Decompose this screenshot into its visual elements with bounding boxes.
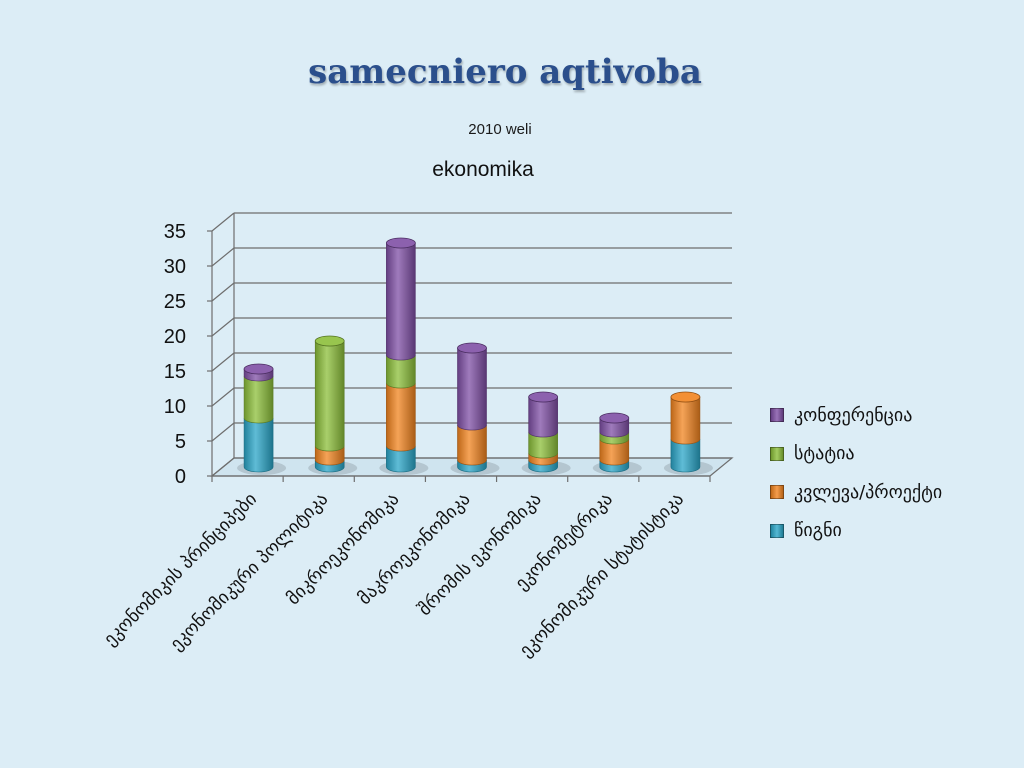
bar-segment xyxy=(386,382,416,452)
bar-segment xyxy=(670,396,701,445)
legend-label: კონფერენცია xyxy=(794,404,913,426)
bar-segment xyxy=(457,347,487,431)
bar-stack xyxy=(450,342,500,475)
legend-item: კონფერენცია xyxy=(770,396,942,435)
bar-segment xyxy=(243,375,274,424)
legend-swatch xyxy=(770,446,784,461)
legend-swatch xyxy=(770,408,784,423)
bar-cap xyxy=(457,342,487,354)
bar-segment xyxy=(528,396,558,438)
bar-segment xyxy=(457,424,487,466)
gridline-depth xyxy=(211,317,235,337)
x-category-label: შრომის ეკონომიკა xyxy=(414,489,545,620)
bar-stack xyxy=(663,391,713,475)
bar-stack xyxy=(308,335,358,475)
chart-title: ekonomika xyxy=(432,158,534,181)
slide-title: samecniero aqtivoba xyxy=(308,52,702,92)
gridline-depth xyxy=(211,247,235,267)
legend-item: სტატია xyxy=(770,435,942,474)
bar-cap xyxy=(599,412,630,424)
y-tick-label: 25 xyxy=(164,291,186,313)
y-tick-label: 10 xyxy=(164,396,186,418)
gridline-depth xyxy=(211,212,235,232)
bar-cap xyxy=(385,237,416,249)
bar-cap xyxy=(314,335,345,347)
y-tick-label: 0 xyxy=(175,466,186,488)
bar-segment xyxy=(314,340,345,452)
bar-stack xyxy=(237,363,287,475)
y-tick-label: 35 xyxy=(164,221,186,243)
bar-cap xyxy=(670,391,701,403)
chart-legend: კონფერენცია სტატია კვლევა/პროექტი წიგნი xyxy=(770,396,942,550)
bar-stack xyxy=(521,391,571,475)
gridline-depth xyxy=(211,282,235,302)
legend-swatch xyxy=(770,485,784,500)
legend-item: კვლევა/პროექტი xyxy=(770,473,942,512)
legend-item: წიგნი xyxy=(770,512,942,551)
gridline-depth xyxy=(211,457,235,477)
bar-segment xyxy=(386,242,416,361)
y-tick-label: 20 xyxy=(164,326,186,348)
gridline-depth xyxy=(211,422,235,442)
legend-label: სტატია xyxy=(794,443,855,465)
legend-label: წიგნი xyxy=(794,520,842,542)
legend-swatch xyxy=(770,523,784,538)
y-tick-label: 30 xyxy=(164,256,186,278)
slide-subtitle: 2010 weli xyxy=(468,121,532,138)
bar-cap xyxy=(243,363,274,375)
bar-stack xyxy=(592,412,642,475)
gridline-depth xyxy=(211,387,235,407)
legend-label: კვლევა/პროექტი xyxy=(794,481,943,503)
bar-cap xyxy=(528,391,559,403)
bar-segment xyxy=(243,417,274,473)
gridline-depth xyxy=(211,352,235,372)
bar-stack xyxy=(379,237,429,475)
y-tick-label: 5 xyxy=(175,431,186,453)
y-tick-label: 15 xyxy=(164,361,186,383)
